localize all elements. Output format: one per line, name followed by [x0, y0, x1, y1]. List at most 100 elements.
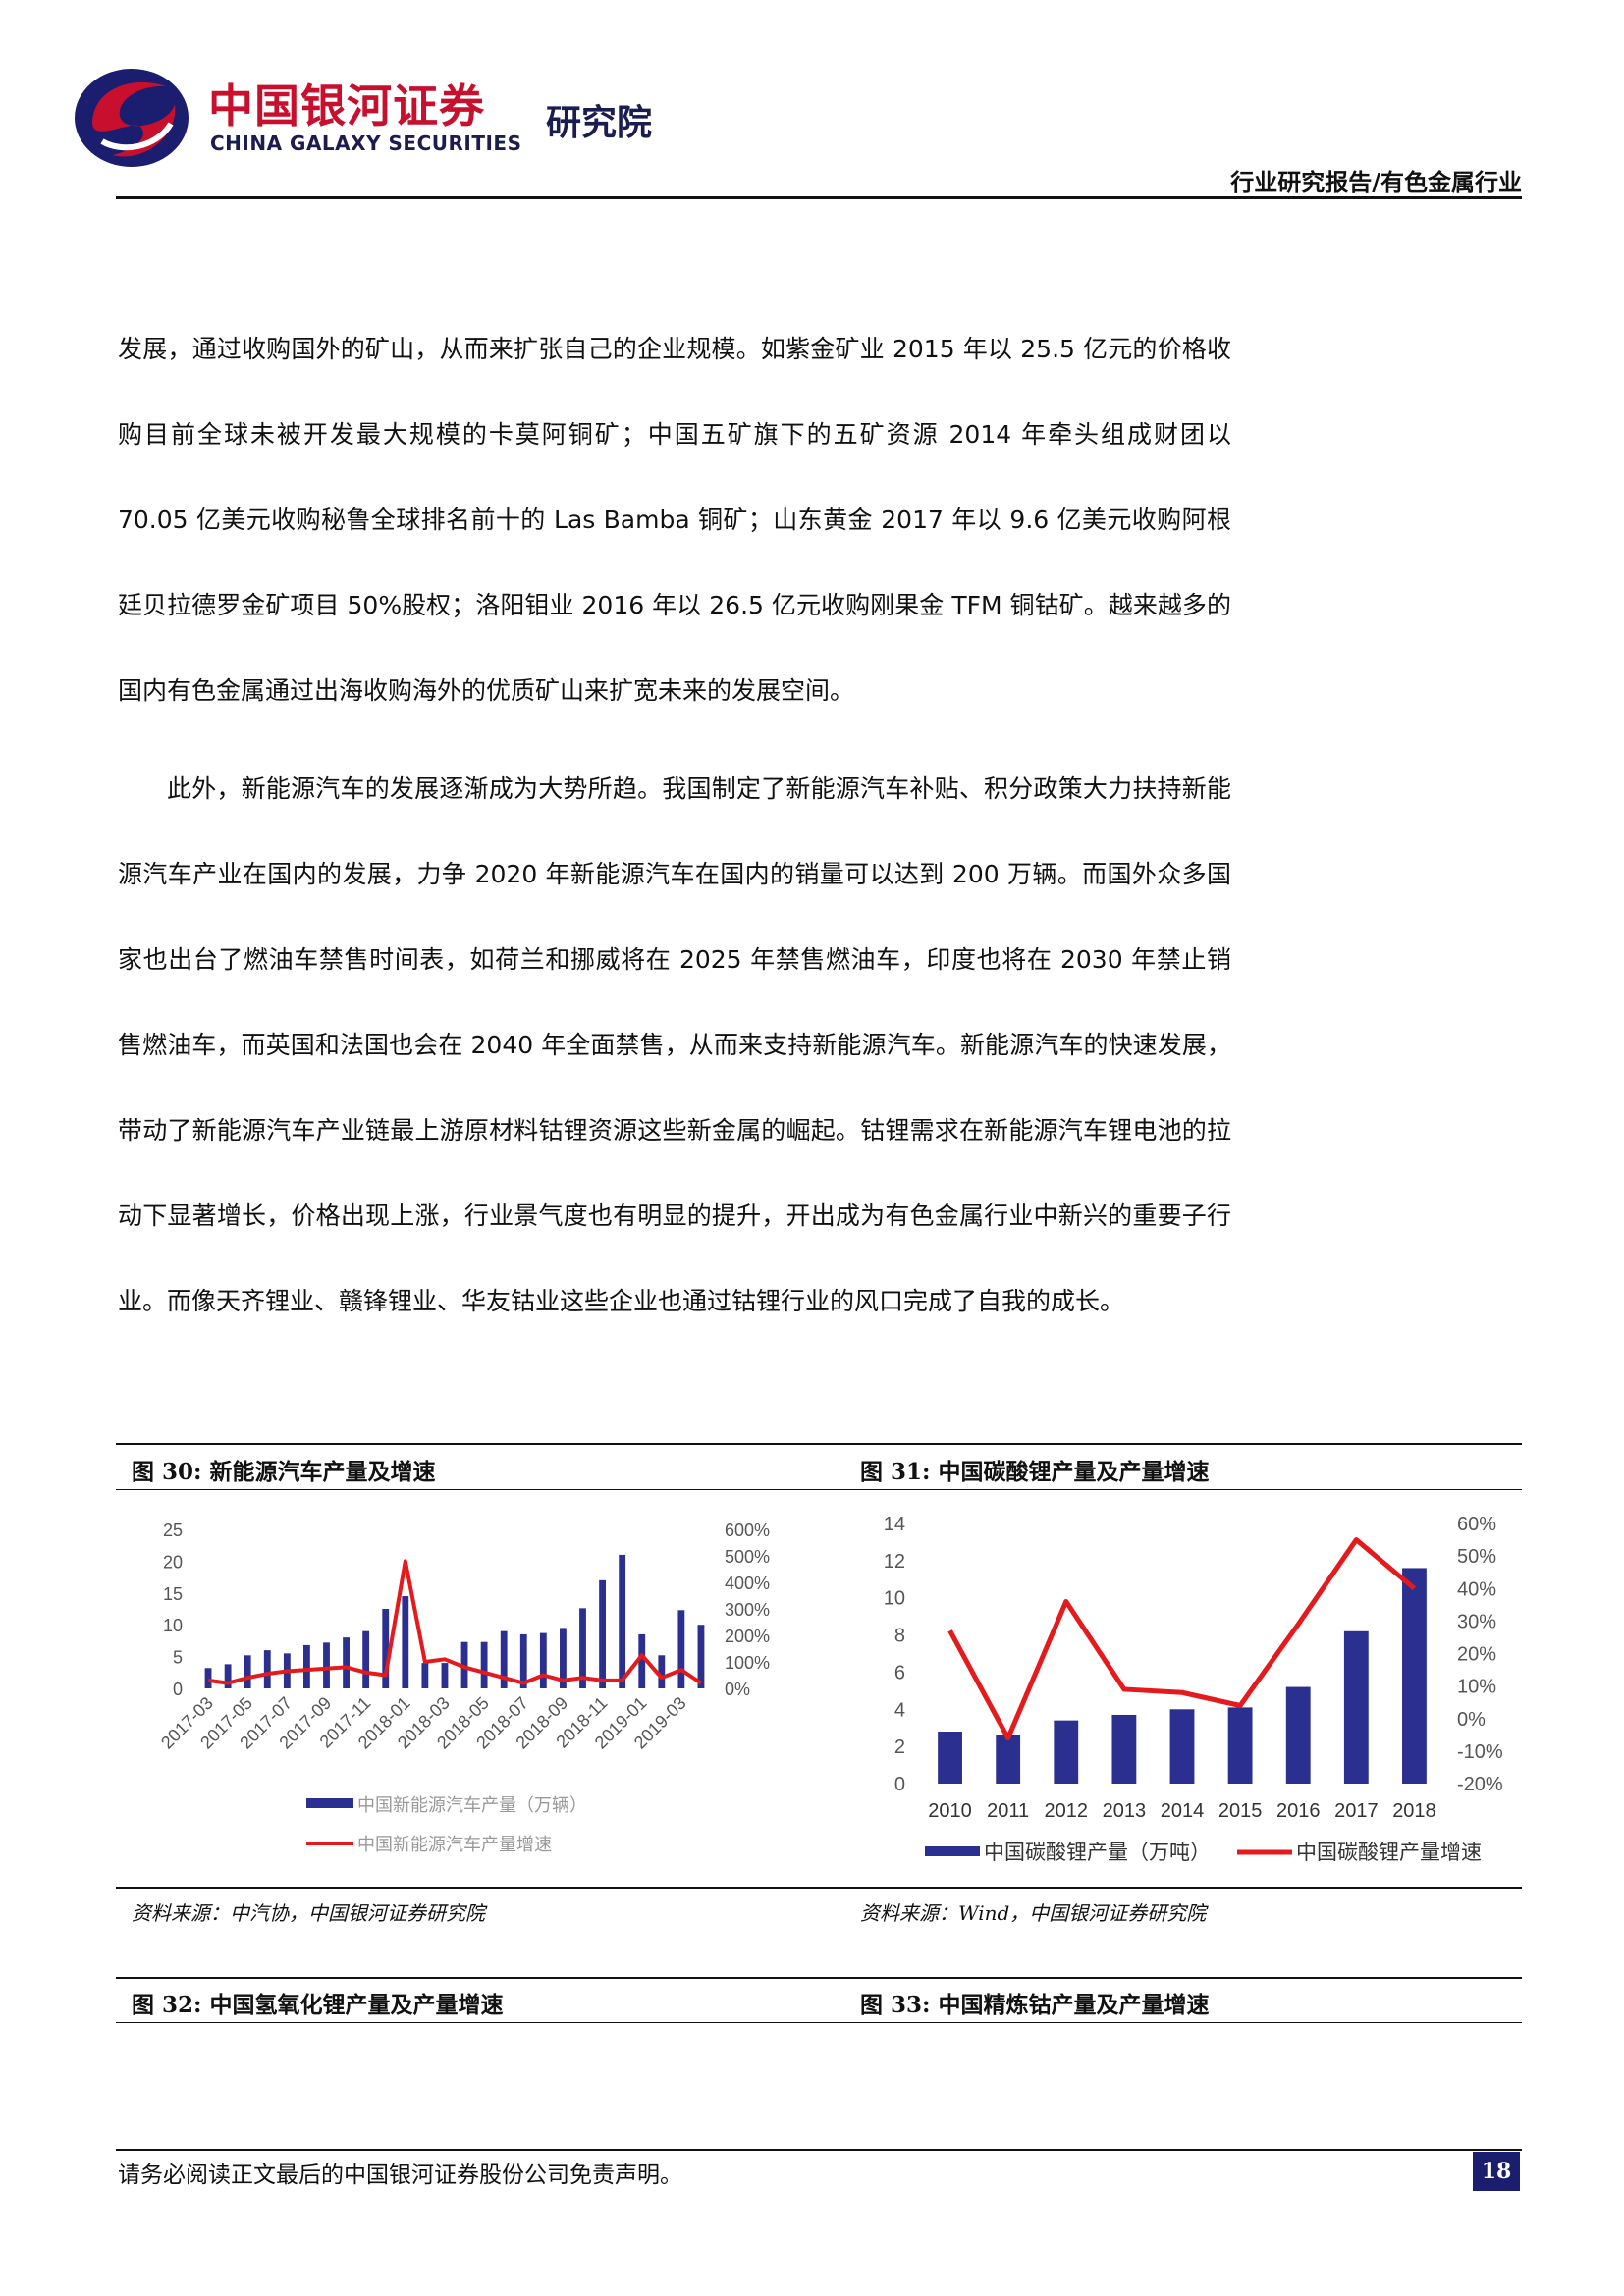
- y-left-tick-label: 20: [163, 1552, 183, 1572]
- x-tick-label: 2012: [1045, 1800, 1089, 1822]
- legend-bar-swatch: [925, 1846, 980, 1856]
- x-tick-label: 2017: [1334, 1800, 1379, 1822]
- galaxy-logo-icon: [75, 69, 189, 167]
- y-right-tick-label: -10%: [1457, 1741, 1503, 1763]
- footer-divider: [116, 2149, 1522, 2151]
- bar-2012: [1054, 1720, 1079, 1784]
- y-left-tick-label: 0: [894, 1774, 905, 1795]
- bar-2018: [1402, 1568, 1427, 1784]
- y-right-tick-label: 500%: [725, 1547, 770, 1567]
- bar-2018-02: [421, 1663, 429, 1688]
- y-right-tick-label: 10%: [1457, 1677, 1496, 1698]
- y-right-tick-label: 60%: [1457, 1514, 1496, 1535]
- fig31-chart: 0 2 4 6 8 10 12 14 -20% -10% 0% 10% 20% 30% 40% 50% 60% 2…: [884, 1514, 1503, 1864]
- bar-2018-07: [519, 1633, 527, 1688]
- bar-2017-08: [303, 1644, 310, 1688]
- y-right-tick-label: 30%: [1457, 1611, 1496, 1632]
- y-right-tick-label: 0%: [1457, 1709, 1486, 1731]
- bar-2017-03: [204, 1668, 212, 1688]
- x-tick-label: 2014: [1161, 1800, 1205, 1822]
- y-left-tick-label: 25: [163, 1521, 183, 1540]
- figure-caption-rule-2: [116, 2022, 1522, 2023]
- y-left-tick-label: 6: [894, 1662, 905, 1683]
- y-left-tick-label: 4: [894, 1699, 905, 1721]
- x-tick-label: 2018: [1392, 1800, 1436, 1822]
- bar-2013: [1111, 1714, 1137, 1784]
- x-tick-label: 2011: [987, 1800, 1029, 1822]
- fig31-source: 资料来源：Wind，中国银河证券研究院: [860, 1901, 1207, 1925]
- y-right-tick-label: 200%: [725, 1627, 770, 1646]
- fig30-caption: 图 30: 新能源汽车产量及增速: [132, 1459, 436, 1485]
- report-type: 行业研究报告/有色金属行业: [1230, 168, 1522, 196]
- fig33-caption: 图 33: 中国精炼钴产量及产量增速: [860, 1992, 1210, 2018]
- bar-2018-05: [480, 1641, 488, 1688]
- y-left-tick-label: 0: [173, 1680, 183, 1699]
- bar-2014: [1169, 1709, 1195, 1784]
- legend-label: 中国新能源汽车产量增速: [357, 1835, 552, 1854]
- y-left-tick-label: 10: [884, 1588, 905, 1610]
- legend-label: 中国新能源汽车产量（万辆）: [357, 1795, 587, 1815]
- y-right-tick-label: 0%: [725, 1680, 750, 1699]
- fig30-chart: 05101520250%100%200%300%400%500%600%2017…: [157, 1521, 770, 1854]
- y-right-tick-label: 600%: [725, 1521, 770, 1540]
- bar-2019-02: [658, 1655, 666, 1688]
- figure-top-rule: [116, 1443, 1522, 1445]
- y-right-tick-label: 300%: [725, 1600, 770, 1620]
- y-left-tick-label: 15: [163, 1584, 183, 1604]
- figure-caption-rule: [116, 1489, 1522, 1490]
- bar-2018-08: [539, 1632, 547, 1688]
- x-tick-label: 2013: [1103, 1800, 1147, 1822]
- fig31-caption: 图 31: 中国碳酸锂产量及产量增速: [860, 1459, 1210, 1485]
- y-left-tick-label: 5: [173, 1648, 183, 1668]
- x-tick-label: 2010: [928, 1800, 972, 1822]
- page-number: 18: [1473, 2152, 1520, 2191]
- fig30-source: 资料来源：中汽协，中国银河证券研究院: [132, 1901, 485, 1925]
- y-left-tick-label: 2: [894, 1736, 905, 1758]
- x-tick-label: 2015: [1218, 1800, 1263, 1822]
- bar-2017-12: [382, 1609, 390, 1688]
- footer-disclaimer: 请务必阅读正文最后的中国银河证券股份公司免责声明。: [118, 2163, 682, 2188]
- bar-2018-12: [619, 1554, 626, 1688]
- y-left-tick-label: 8: [894, 1626, 905, 1647]
- bar-2018-10: [579, 1608, 586, 1688]
- y-left-tick-label: 14: [884, 1514, 905, 1535]
- bar-2015: [1227, 1707, 1253, 1784]
- bar-2011: [996, 1735, 1021, 1784]
- bar-2019-04: [697, 1625, 705, 1688]
- bar-2017-09: [323, 1642, 330, 1688]
- figure-top-rule-2: [116, 1977, 1522, 1979]
- figure-bottom-rule: [116, 1887, 1522, 1889]
- y-left-tick-label: 10: [163, 1616, 183, 1635]
- header-divider: [116, 196, 1522, 199]
- y-right-tick-label: -20%: [1457, 1774, 1503, 1795]
- bar-2018-06: [500, 1630, 508, 1688]
- bar-2017-06: [263, 1650, 271, 1688]
- body-paragraph-1: 发展，通过收购国外的矿山，从而来扩张自己的企业规模。如紫金矿业 2015 年以 …: [118, 335, 1231, 705]
- bar-2019-03: [677, 1610, 685, 1688]
- bar-2018-01: [402, 1596, 409, 1688]
- bar-2017-10: [343, 1637, 350, 1688]
- y-right-tick-label: 50%: [1457, 1546, 1496, 1568]
- legend-bar-swatch: [306, 1798, 353, 1808]
- logo-chinese-name: 中国银河证券: [208, 80, 485, 133]
- legend-label: 中国碳酸锂产量增速: [1296, 1842, 1482, 1864]
- fig32-caption: 图 32: 中国氢氧化锂产量及产量增速: [132, 1992, 504, 2018]
- bar-2017-05: [244, 1655, 251, 1688]
- company-logo: 中国银河证券 CHINA GALAXY SECURITIES 研究院: [73, 43, 701, 190]
- y-left-tick-label: 12: [884, 1551, 905, 1573]
- y-right-tick-label: 40%: [1457, 1578, 1496, 1600]
- growth-line: [207, 1559, 703, 1685]
- bar-2016: [1285, 1686, 1311, 1784]
- logo-institute: 研究院: [546, 103, 653, 143]
- bar-2018-09: [560, 1628, 567, 1688]
- bar-2017: [1343, 1630, 1369, 1784]
- bar-2018-03: [441, 1663, 449, 1688]
- logo-english-name: CHINA GALAXY SECURITIES: [210, 132, 522, 155]
- y-right-tick-label: 20%: [1457, 1644, 1496, 1666]
- y-right-tick-label: 100%: [725, 1653, 770, 1673]
- bar-2010: [938, 1732, 962, 1784]
- bar-2017-04: [224, 1664, 232, 1688]
- x-tick-label: 2016: [1276, 1800, 1321, 1822]
- bar-2019-01: [638, 1633, 646, 1688]
- bar-2017-11: [362, 1630, 370, 1688]
